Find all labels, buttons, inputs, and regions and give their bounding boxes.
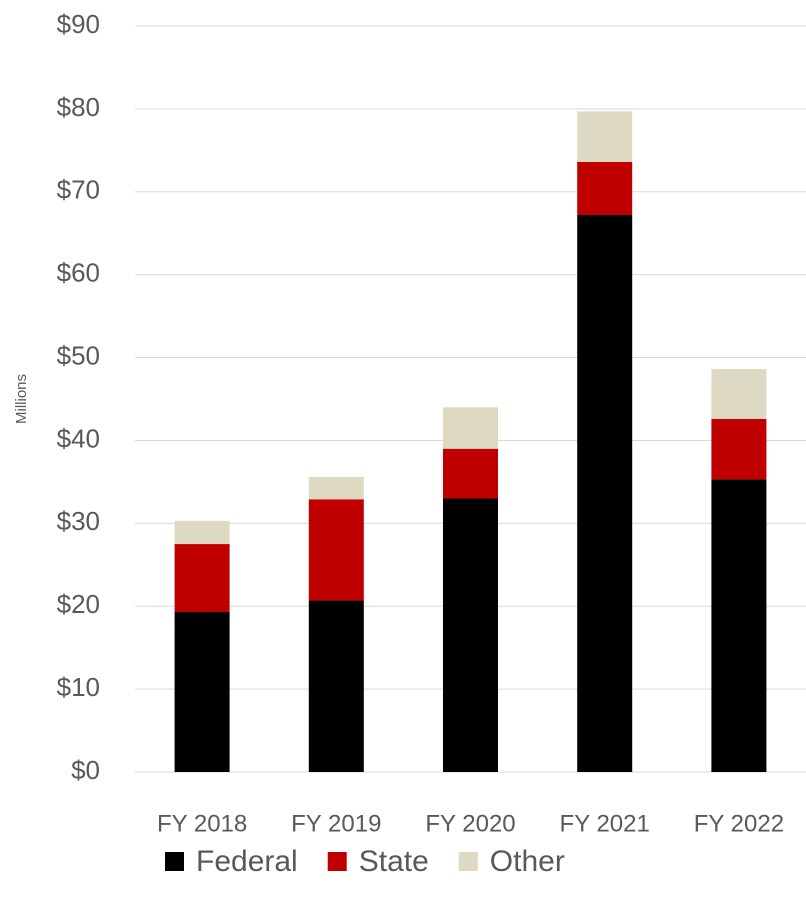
x-tick-label: FY 2019 <box>291 810 381 837</box>
bar-segment <box>443 448 498 499</box>
bar-segment <box>174 612 230 772</box>
legend-label: State <box>359 845 429 878</box>
bar-segment <box>711 479 767 772</box>
y-tick-label: $0 <box>71 755 100 785</box>
y-tick-label: $80 <box>57 92 100 122</box>
bar-segment <box>577 161 633 215</box>
x-tick-label: FY 2020 <box>425 810 515 837</box>
bar-segment <box>711 369 767 419</box>
y-tick-label: $50 <box>57 340 100 370</box>
y-tick-label: $40 <box>57 423 100 453</box>
x-tick-label: FY 2021 <box>560 810 650 837</box>
bar-segment <box>308 499 364 601</box>
y-tick-label: $90 <box>57 9 100 39</box>
y-axis-label: Millions <box>13 374 30 424</box>
legend-swatch <box>165 852 184 871</box>
bar-segment <box>443 498 498 772</box>
legend-label: Other <box>490 845 565 878</box>
bar-segment <box>174 520 230 545</box>
y-tick-label: $10 <box>57 672 100 702</box>
legend-swatch <box>327 852 347 871</box>
bar-segment <box>577 111 633 162</box>
y-tick-label: $70 <box>57 175 100 205</box>
bar-segment <box>577 214 633 772</box>
bar-segment <box>711 418 767 480</box>
bar-segment <box>443 407 498 449</box>
y-tick-label: $60 <box>57 258 100 288</box>
x-tick-label: FY 2018 <box>157 810 247 837</box>
y-tick-label: $20 <box>57 589 100 619</box>
y-tick-label: $30 <box>57 506 100 536</box>
bar-segment <box>308 600 364 772</box>
legend-label: Federal <box>196 845 298 878</box>
bar-segment <box>308 476 364 500</box>
x-tick-label: FY 2022 <box>694 810 784 837</box>
legend-swatch <box>458 852 478 871</box>
bar-segment <box>174 544 230 613</box>
